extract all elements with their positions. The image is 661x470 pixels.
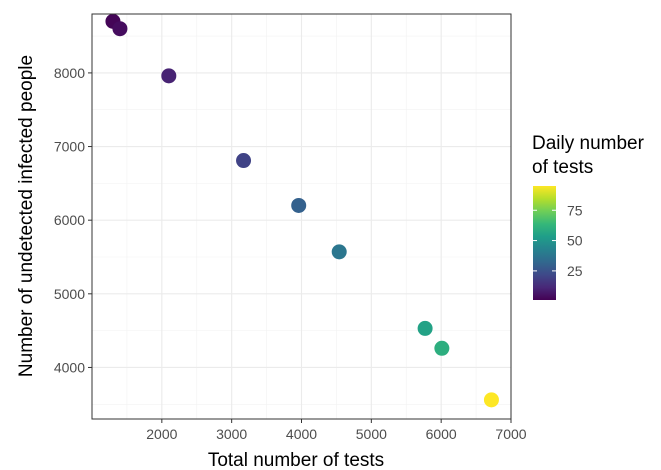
data-points xyxy=(105,13,499,408)
data-point xyxy=(291,197,307,213)
x-tick-label: 6000 xyxy=(426,426,457,442)
y-tick-label: 8000 xyxy=(54,65,85,81)
legend-colorbar xyxy=(533,186,556,300)
x-tick-label: 2000 xyxy=(146,426,177,442)
data-point xyxy=(417,320,433,336)
x-tick-label: 3000 xyxy=(216,426,247,442)
y-tick-label: 7000 xyxy=(54,139,85,155)
y-axis-title: Number of undetected infected people xyxy=(16,55,37,377)
x-axis-ticks: 2000 3000 4000 5000 6000 7000 xyxy=(146,419,527,442)
y-tick-label: 6000 xyxy=(54,212,85,228)
legend-title-line2: of tests xyxy=(532,157,593,178)
legend-ticks: 25 50 75 xyxy=(533,202,583,279)
data-point xyxy=(236,153,252,169)
x-axis-title: Total number of tests xyxy=(208,450,384,470)
color-legend: Daily number of tests 25 50 75 xyxy=(532,133,645,300)
x-tick-label: 4000 xyxy=(286,426,317,442)
legend-title-line1: Daily number xyxy=(532,133,645,154)
x-tick-label: 5000 xyxy=(356,426,387,442)
y-tick-label: 4000 xyxy=(54,359,85,375)
y-axis-ticks: 4000 5000 6000 7000 8000 xyxy=(54,65,92,375)
y-tick-label: 5000 xyxy=(54,286,85,302)
grid-lines xyxy=(92,14,512,419)
data-point xyxy=(161,68,177,84)
data-point xyxy=(331,244,347,260)
data-point xyxy=(434,340,450,356)
legend-tick-label: 25 xyxy=(567,263,583,279)
legend-tick-label: 75 xyxy=(567,202,583,218)
x-tick-label: 7000 xyxy=(495,426,526,442)
legend-tick-label: 50 xyxy=(567,233,583,249)
data-point xyxy=(483,392,499,408)
data-point xyxy=(112,21,128,37)
